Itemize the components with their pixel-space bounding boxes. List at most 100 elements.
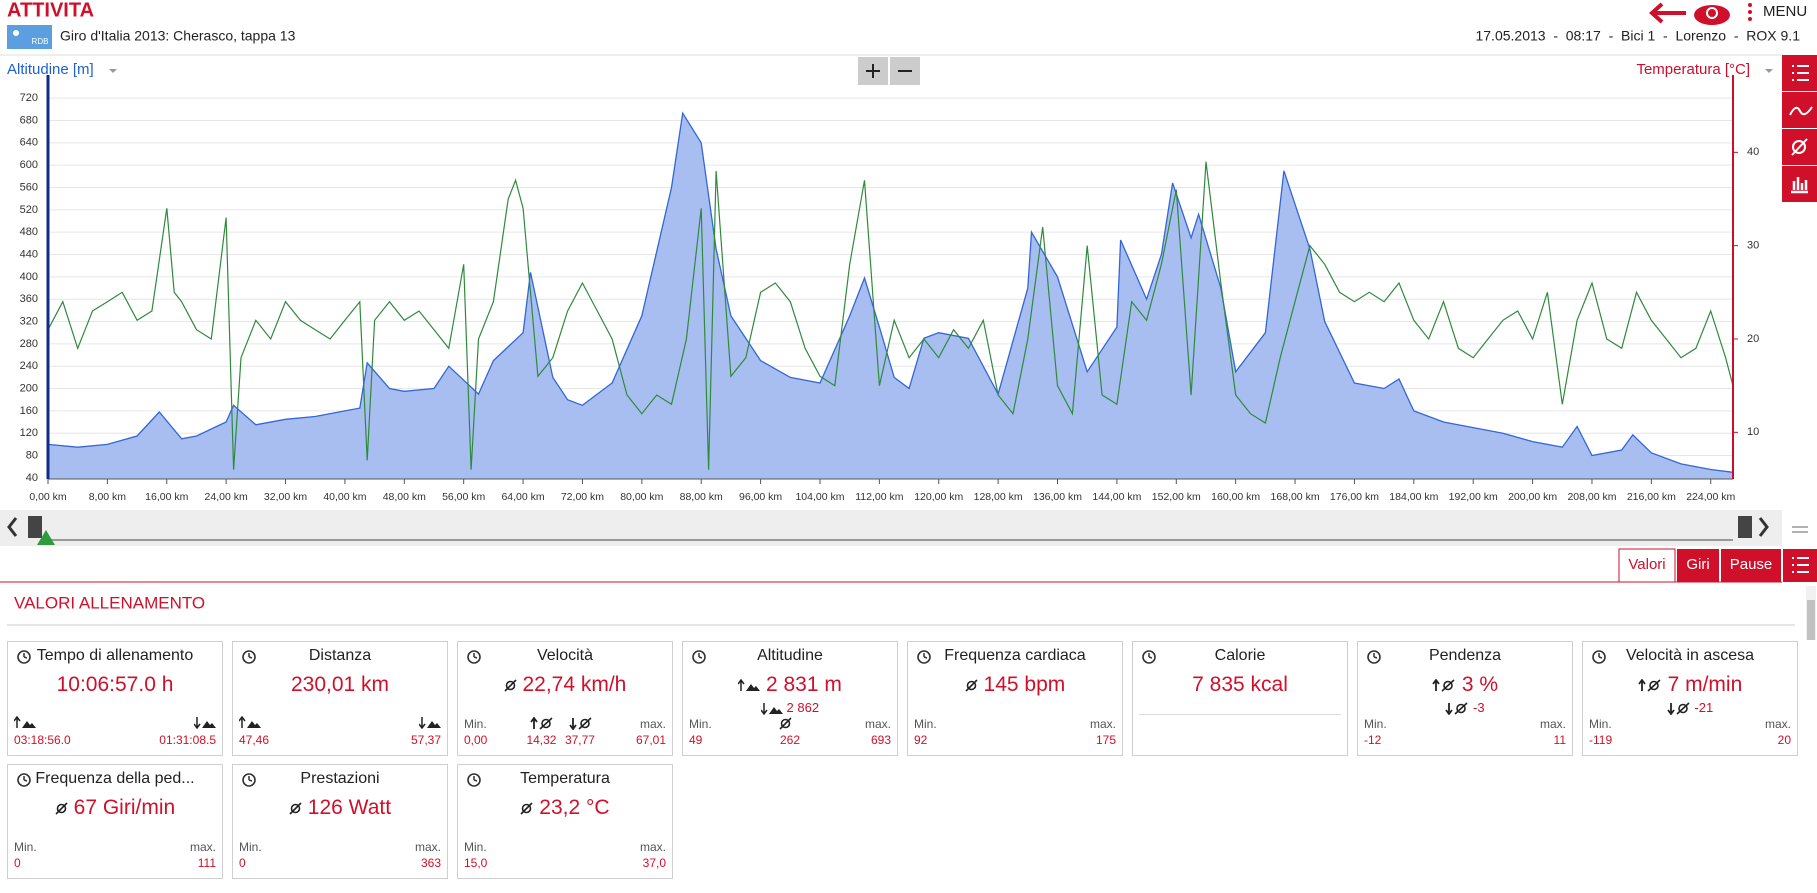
card-max-text: 37,0 [642, 856, 666, 870]
max-label-text: max. [639, 840, 666, 854]
card-icon [16, 648, 34, 666]
page-title: ATTIVITA [7, 0, 94, 21]
y-tick-label: 720 [20, 92, 38, 104]
y-tick-label: 480 [20, 226, 38, 238]
card-icon [1591, 648, 1609, 666]
card-max-text: 693 [870, 733, 891, 747]
left-axis-selector[interactable]: Altitudine [m] [7, 61, 94, 78]
card-min: 49 [689, 733, 702, 747]
x-tick-label: 192,00 km [1449, 491, 1498, 503]
card-min-text: 49 [689, 733, 703, 747]
slider-handle[interactable] [1738, 516, 1752, 538]
x-tick-label: 64,00 km [501, 491, 544, 503]
back-button[interactable] [1649, 2, 1686, 24]
y-tick-label: 240 [20, 360, 38, 372]
x-tick-label: 88,00 km [680, 491, 723, 503]
card-left: 03:18:56.0 [14, 733, 71, 747]
card-icon [17, 649, 31, 664]
menu-button[interactable]: MENU [1748, 3, 1807, 21]
scroll-left[interactable] [7, 517, 18, 537]
card-value: 2 831 m [683, 673, 897, 697]
card-right: 57,37 [411, 733, 441, 747]
tab-label[interactable]: Giri [1686, 556, 1709, 573]
card-icon [1141, 648, 1159, 666]
card-right-text: 57,37 [410, 733, 441, 747]
card-title-text: Pendenza [1428, 647, 1502, 664]
y-tick-label: 40 [26, 472, 38, 484]
card-title-text: Altitudine [757, 647, 823, 664]
right-axis-selector[interactable]: Temperatura [°C] [1636, 61, 1750, 78]
min-label: Min. [1364, 717, 1387, 731]
sync-button[interactable] [1694, 5, 1730, 25]
slider-handle[interactable] [28, 516, 42, 538]
menu-label[interactable]: MENU [1763, 3, 1807, 20]
y2-tick-label: 30 [1747, 240, 1759, 252]
scrollbar-thumb[interactable] [1807, 600, 1815, 640]
card-value-text: 67 Giri/min [73, 796, 176, 819]
descent-icon [193, 717, 216, 730]
y-tick-label: 160 [20, 405, 38, 417]
card-min: 15,0 [464, 856, 487, 870]
card-value: 23,2 °C [458, 796, 672, 820]
bar-chart-button[interactable] [1782, 166, 1817, 202]
mid-icon [779, 715, 792, 733]
card-icon [467, 649, 481, 664]
min-label-text: Min. [689, 717, 712, 731]
max-label: max. [865, 717, 891, 731]
max-label-text: max. [864, 717, 891, 731]
scroll-right[interactable] [1758, 517, 1769, 537]
activity-title: Giro d'Italia 2013: Cherasco, tappa 13 [60, 28, 296, 44]
ascent-icon [238, 716, 261, 729]
dropdown-caret[interactable] [109, 69, 117, 73]
card-value-text: 145 bpm [983, 673, 1066, 696]
card-min-text: 0,00 [464, 733, 488, 747]
x-tick-label: 168,00 km [1271, 491, 1320, 503]
card-max-text: 175 [1095, 733, 1116, 747]
y2-tick-label: 40 [1747, 146, 1759, 158]
x-tick-label: 144,00 km [1092, 491, 1141, 503]
card-icon [467, 772, 481, 787]
card-icon [16, 771, 34, 789]
stat-card: Temperatura 23,2 °C Min. max. 15,0 37,0 [457, 764, 673, 879]
card-max-text: 11 [1553, 733, 1566, 747]
tab[interactable] [1677, 549, 1719, 582]
dropdown-caret[interactable] [1765, 69, 1773, 73]
logo-text: RDB [32, 37, 49, 46]
max-label: max. [1765, 717, 1791, 731]
card-title-text: Calorie [1214, 647, 1266, 664]
card-min-text: 0 [239, 856, 246, 870]
y-tick-label: 560 [20, 181, 38, 193]
card-icon [1592, 649, 1606, 664]
tab[interactable] [1618, 548, 1676, 583]
card-value-text: 3 % [1461, 673, 1499, 696]
side-toolbar [1782, 55, 1817, 202]
card-max: 111 [198, 856, 216, 870]
card-title: Calorie [1133, 647, 1347, 665]
zoom-out[interactable] [890, 57, 920, 85]
card-right-text: 01:31:08.5 [159, 733, 216, 747]
x-tick-label: 136,00 km [1033, 491, 1082, 503]
avg-icon [55, 802, 68, 815]
card-value-text: 7 m/min [1667, 673, 1743, 696]
x-tick-label: 80,00 km [620, 491, 663, 503]
max-label-text: max. [414, 840, 441, 854]
descent-avg-icon [569, 717, 592, 731]
x-tick-label: 160,00 km [1211, 491, 1260, 503]
min-label: Min. [239, 840, 262, 854]
card-title-text: Frequenza cardiaca [944, 647, 1086, 664]
card-min-text: -119 [1589, 733, 1613, 747]
min-label-text: Min. [464, 840, 487, 854]
stat-card: Prestazioni 126 Watt Min. max. 0 363 [232, 764, 448, 879]
tab-label[interactable]: Pause [1730, 556, 1773, 573]
x-tick-label: 56,00 km [442, 491, 485, 503]
card-icon [1142, 649, 1156, 664]
card-value-text: 2 831 m [765, 673, 842, 696]
zoom-in[interactable] [858, 57, 888, 85]
min-label-text: Min. [464, 717, 487, 731]
tab[interactable] [1721, 549, 1781, 582]
stat-card: Tempo di allenamento 10:06:57.0 h 03:18:56… [7, 641, 223, 756]
max-label: max. [640, 717, 666, 731]
slider-marker[interactable] [37, 530, 55, 545]
tab-label[interactable]: Valori [1628, 556, 1665, 573]
x-tick-label: 224,00 km [1686, 491, 1735, 503]
